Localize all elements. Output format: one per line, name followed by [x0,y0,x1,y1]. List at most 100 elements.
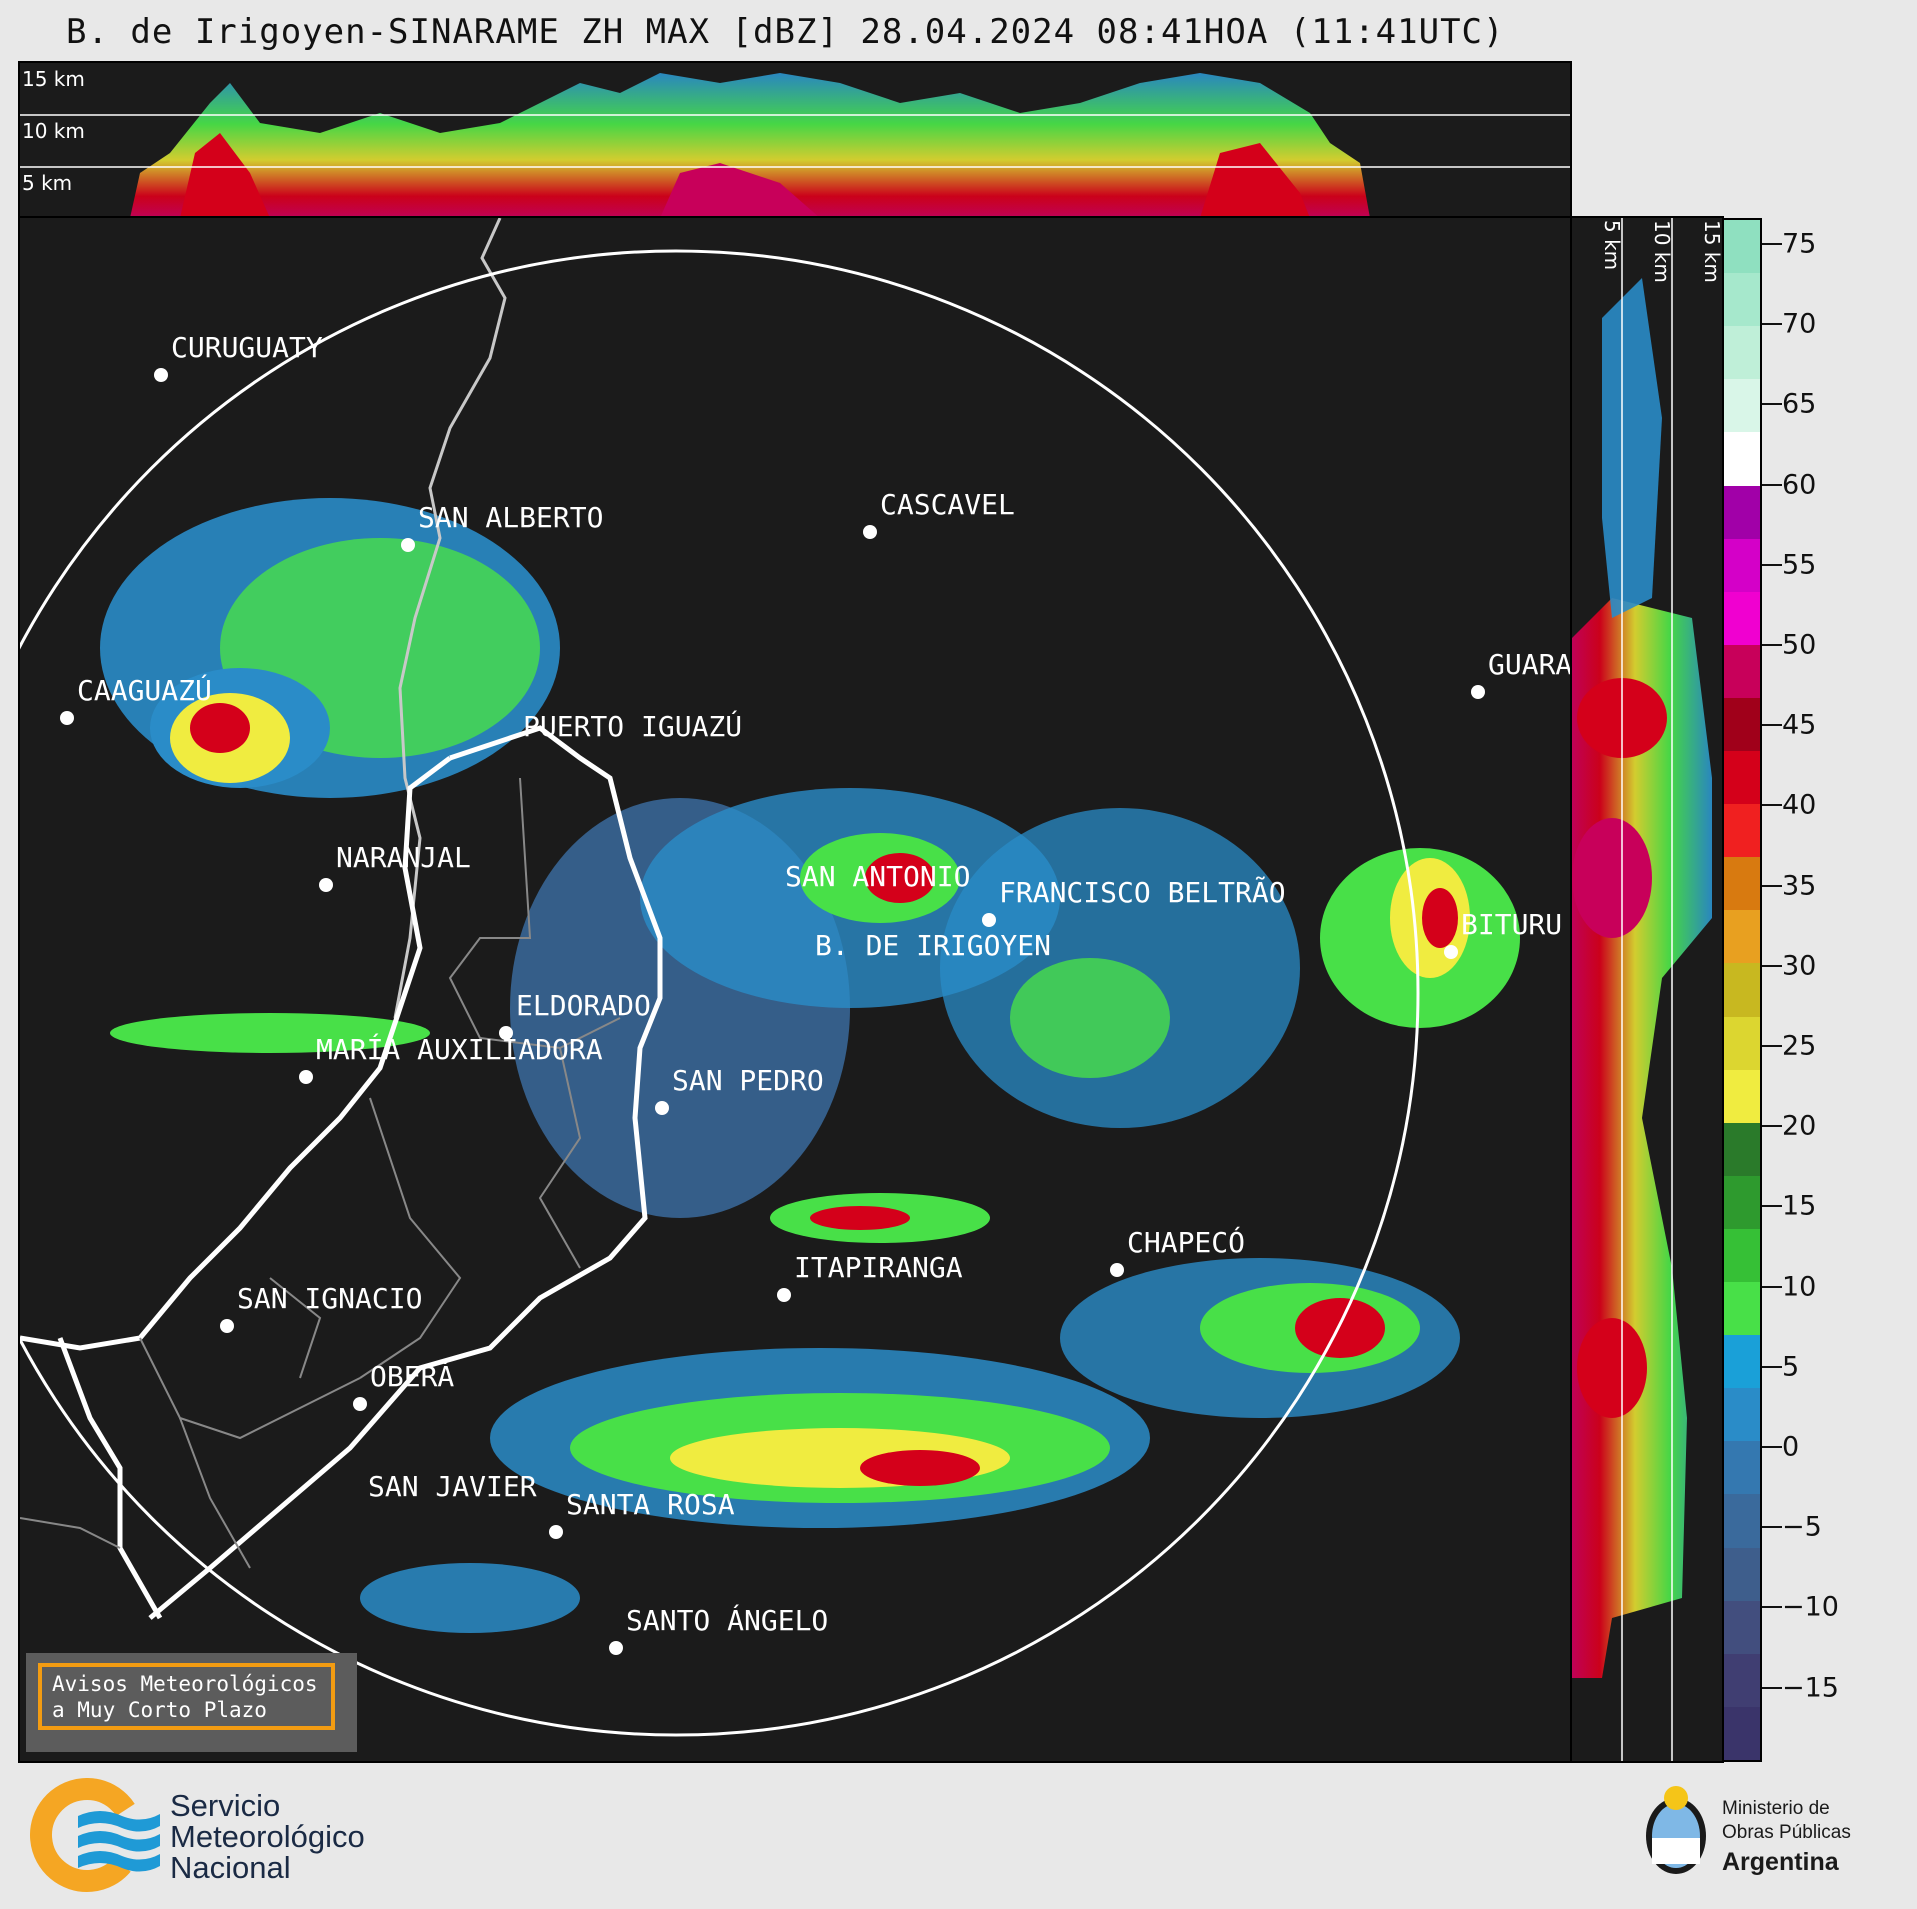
echo-layer [100,498,1520,1633]
side-profile-graphic [1572,218,1712,1761]
city-marker-icon [499,1026,513,1040]
colorbar-segment [1724,1016,1760,1071]
colorbar-segment [1724,1228,1760,1283]
colorbar-segment [1724,220,1760,274]
city-label: ITAPIRANGA [794,1251,963,1284]
city-marker-icon [1110,1263,1124,1277]
paraguay-brazil-border [393,218,507,1019]
colorbar-tick-label: 45 [1782,709,1817,741]
map-title: B. de Irigoyen-SINARAME ZH MAX [dBZ] 28.… [66,12,1505,52]
colorbar-segment [1724,751,1760,805]
city-label: SANTA ROSA [566,1488,735,1521]
colorbar-segment [1724,963,1760,1018]
colorbar-segment [1724,1441,1760,1495]
smn-line2: Meteorológico [170,1819,365,1854]
colorbar-segment [1724,1335,1760,1389]
colorbar-tick-label: 35 [1782,870,1817,902]
range-ring [20,249,1420,1737]
department-borders [20,777,621,1569]
badge-line2: a Muy Corto Plazo [52,1698,267,1722]
top-label-10km: 10 km [22,119,85,143]
city-label: SANTO ÁNGELO [626,1604,829,1637]
city-label: SAN JAVIER [368,1470,537,1503]
city-label: CAAGUAZÚ [77,674,212,707]
top-label-15km: 15 km [22,67,85,91]
city-marker-icon [299,1070,313,1084]
top-label-5km: 5 km [22,171,73,195]
colorbar-segment [1724,1494,1760,1549]
colorbar-tick-label: −15 [1782,1672,1839,1704]
colorbar-tick [1762,804,1782,807]
colorbar-tick [1762,1285,1782,1288]
colorbar-segment [1724,379,1760,433]
colorbar-tick [1762,1446,1782,1448]
city-label: FRANCISCO BELTRÃO [999,876,1286,909]
city-label: SAN IGNACIO [237,1282,423,1315]
southwest-border [57,1337,163,1620]
city-label: PUERTO IGUAZÚ [523,710,743,743]
colorbar-tick-label: 75 [1782,228,1817,260]
city-marker-icon [549,1525,563,1539]
smn-line1: Servicio [170,1788,281,1823]
colorbar-tick [1762,483,1782,486]
top-profile-graphic [20,73,1570,218]
colorbar-tick-label: 65 [1782,388,1817,420]
colorbar-segment [1724,1282,1760,1336]
colorbar-tick-label: 55 [1782,549,1817,581]
warning-badge[interactable]: Avisos Meteorológicos a Muy Corto Plazo [26,1653,357,1752]
city-label: CASCAVEL [880,488,1015,521]
colorbar-segment [1724,1388,1760,1442]
top-height-profile: 15 km 10 km 5 km [18,61,1572,220]
colorbar-tick [1762,724,1782,727]
side-height-profile: 5 km 10 km 15 km [1570,216,1724,1763]
colorbar-segment [1724,1547,1760,1602]
colorbar-segment [1724,1653,1760,1708]
colorbar-tick-label: 10 [1782,1271,1817,1303]
city-label: BITURU [1461,908,1563,941]
colorbar-segment [1724,538,1760,593]
colorbar-tick [1762,1205,1782,1208]
colorbar-tick [1762,644,1782,646]
colorbar-tick [1762,243,1782,245]
city-label: GUARA [1488,648,1572,681]
colorbar-segment [1724,1706,1760,1761]
colorbar-tick [1762,323,1782,326]
colorbar-segment [1724,273,1760,327]
colorbar-tick [1762,964,1782,967]
colorbar-tick-label: 20 [1782,1110,1817,1142]
colorbar-tick-label: 70 [1782,308,1817,340]
city-marker-icon [1444,945,1458,959]
city-label: OBERÁ [370,1360,455,1393]
city-label: ELDORADO [516,989,651,1022]
city-label: NARANJAL [336,841,471,874]
city-label: CHAPECÓ [1127,1226,1246,1259]
smn-line3: Nacional [170,1850,291,1885]
city-marker-icon [353,1397,367,1411]
colorbar-tick-label: 0 [1782,1431,1800,1463]
city-marker-icon [154,368,168,382]
colorbar-tick [1762,884,1782,887]
side-label-10km: 10 km [1650,220,1674,283]
city-label: SAN ANTONIO [785,860,971,893]
city-label: SAN ALBERTO [418,501,604,534]
colorbar-segment [1724,1122,1760,1177]
city-marker-icon [863,525,877,539]
colorbar-segment [1724,1069,1760,1124]
colorbar-tick-label: 15 [1782,1190,1817,1222]
colorbar-tick-label: −10 [1782,1591,1839,1623]
city-marker-icon [1471,685,1485,699]
colorbar-tick [1762,1526,1782,1529]
colorbar-segment [1724,326,1760,380]
colorbar-tick [1762,1686,1782,1689]
radar-map[interactable]: CURUGUATY SAN ALBERTO CASCAVEL CAAGUAZÚ … [18,216,1572,1763]
colorbar-tick-label: 60 [1782,469,1817,501]
colorbar-tick [1762,563,1782,566]
side-label-5km: 5 km [1600,220,1624,271]
city-marker-icon [220,1319,234,1333]
colorbar-segment [1724,485,1760,540]
colorbar-tick-label: 50 [1782,629,1817,661]
colorbar-segment [1724,697,1760,752]
colorbar-segment [1724,591,1760,646]
argentina-coat-of-arms-icon [1646,1786,1706,1874]
city-marker-icon [319,878,333,892]
